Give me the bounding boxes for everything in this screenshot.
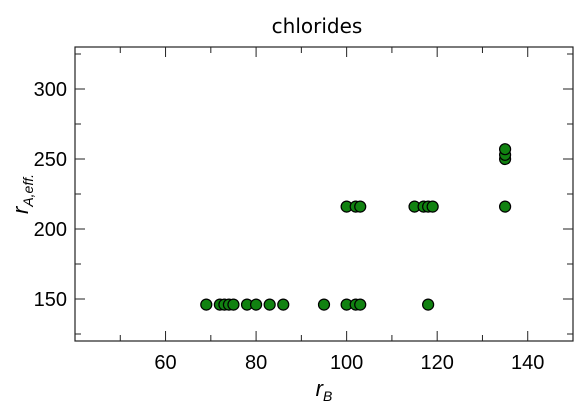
data-point bbox=[498, 143, 512, 156]
x-tick-label: 80 bbox=[245, 352, 267, 374]
data-point bbox=[200, 298, 213, 311]
y-tick-label: 300 bbox=[34, 79, 67, 101]
data-point bbox=[354, 298, 367, 311]
x-tick-label: 140 bbox=[511, 352, 544, 374]
y-axis-label-subscript: A,eff. bbox=[20, 174, 36, 208]
data-point bbox=[227, 298, 240, 311]
data-point bbox=[277, 298, 290, 311]
y-axis-label-main: r bbox=[8, 205, 33, 214]
x-tick-label: 100 bbox=[330, 352, 363, 374]
axis-ticks: 60 80 100 120 140 150 200 250 300 bbox=[34, 47, 573, 374]
plot-frame bbox=[74, 46, 574, 342]
y-tick-label: 150 bbox=[34, 289, 67, 311]
y-tick-label: 250 bbox=[34, 149, 67, 171]
data-point bbox=[354, 200, 367, 213]
y-axis-label: rA,eff. bbox=[8, 174, 36, 214]
x-axis-label: rB bbox=[316, 376, 333, 404]
data-point bbox=[426, 200, 439, 213]
data-point bbox=[249, 298, 263, 311]
x-axis-label-main: r bbox=[316, 376, 325, 401]
data-point bbox=[498, 200, 512, 213]
y-tick-label: 200 bbox=[34, 219, 67, 241]
data-point bbox=[263, 298, 276, 311]
data-point bbox=[317, 298, 331, 311]
x-axis-label-subscript: B bbox=[323, 388, 332, 404]
chart-title: chlorides bbox=[272, 14, 363, 38]
data-point bbox=[422, 298, 435, 311]
x-tick-label: 60 bbox=[154, 352, 176, 374]
data-points bbox=[200, 143, 512, 311]
x-tick-label: 120 bbox=[420, 352, 453, 374]
